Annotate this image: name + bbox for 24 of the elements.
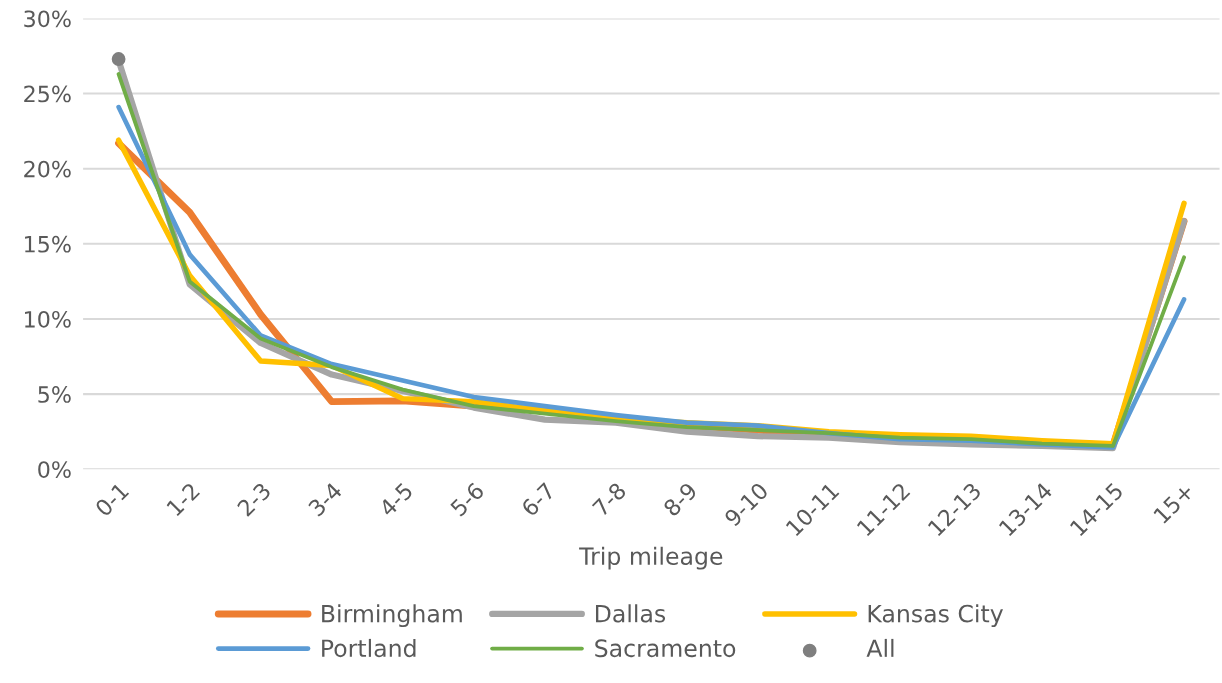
legend-label: Dallas	[596, 604, 666, 623]
x-tick-label: 0-1	[94, 482, 130, 518]
x-tick-label: 8-9	[662, 481, 698, 518]
y-tick-label: 5%	[38, 386, 71, 403]
x-tick-label: 2-3	[236, 481, 272, 518]
y-tick-label: 15%	[25, 235, 71, 253]
x-tick-label: 1-2	[165, 482, 201, 517]
y-tick-label: 10%	[25, 310, 71, 328]
x-tick-label: 7-8	[591, 481, 627, 517]
legend-label: Sacramento	[595, 639, 736, 658]
x-tick-label: 6-7	[520, 481, 556, 518]
legend-label: Portland	[322, 638, 416, 658]
legend-label: Birmingham	[322, 604, 462, 628]
x-tick-label: 4-5	[378, 482, 414, 518]
y-tick-label: 20%	[24, 160, 71, 178]
x-tick-label: 15+	[1153, 482, 1195, 524]
x-axis-title: Trip mileage	[579, 546, 723, 570]
x-tick-label: 5-6	[449, 481, 485, 517]
legend-label: All	[866, 638, 894, 657]
y-tick-label: 25%	[24, 85, 71, 103]
legend-label: Kansas City	[868, 604, 1003, 628]
x-tick-label: 3-4	[307, 481, 343, 517]
y-tick-label: 30%	[24, 10, 71, 28]
y-tick-label: 0%	[38, 461, 71, 478]
